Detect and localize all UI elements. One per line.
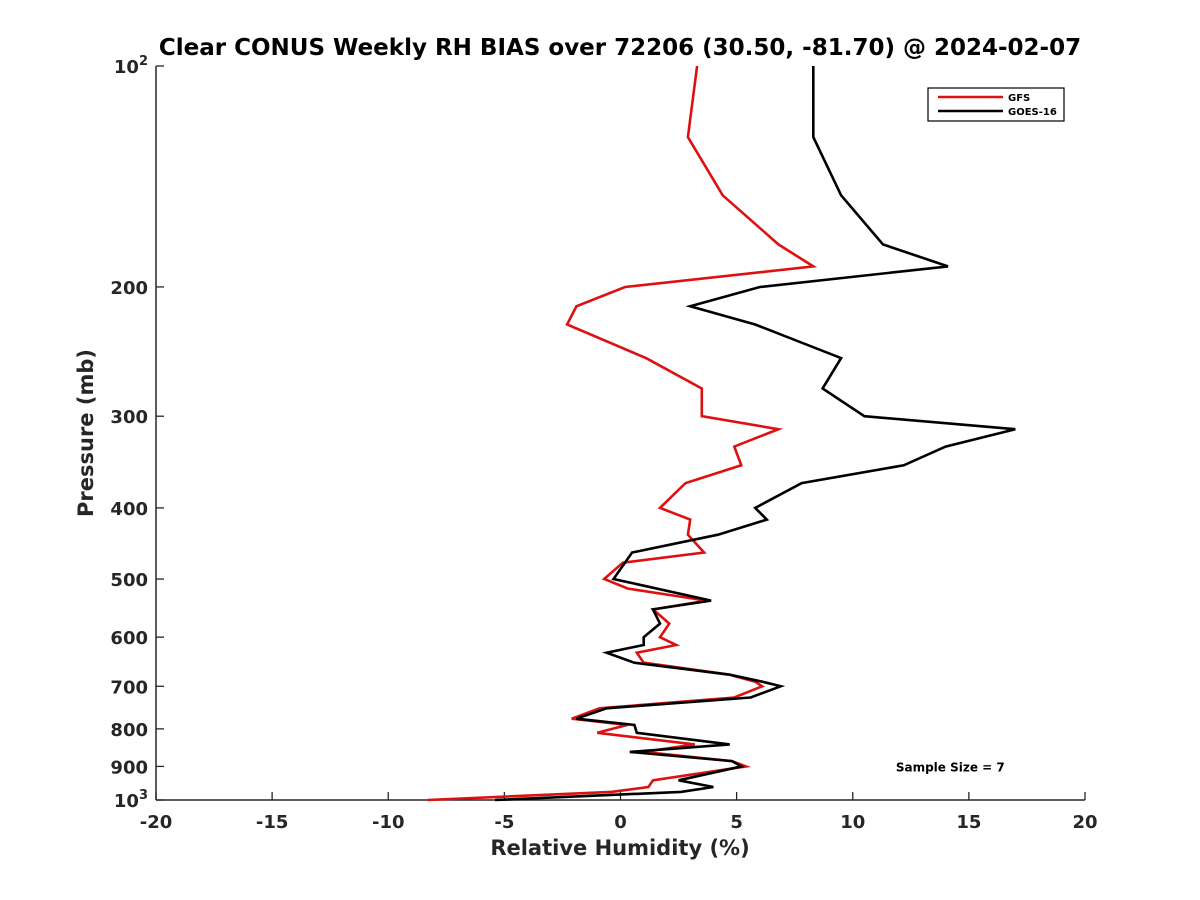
x-tick-label: -5 <box>494 812 514 833</box>
x-tick-label: 10 <box>840 812 865 833</box>
chart-title: Clear CONUS Weekly RH BIAS over 72206 (3… <box>159 35 1081 61</box>
legend-box <box>927 87 1065 122</box>
x-tick-label: -15 <box>256 812 289 833</box>
y-tick-label: 700 <box>110 677 148 698</box>
y-tick-label: 200 <box>110 278 148 299</box>
legend-label: GOES-16 <box>1008 107 1057 118</box>
sample-size-annotation: Sample Size = 7 <box>896 760 1005 774</box>
x-tick-label: 0 <box>614 812 627 833</box>
y-axis-label: Pressure (mb) <box>74 349 98 517</box>
legend: GFS GOES-16 <box>927 87 1065 122</box>
x-tick-label: -10 <box>372 812 405 833</box>
annotations: Sample Size = 7 <box>896 760 1005 774</box>
y-tick-label: 500 <box>110 570 148 591</box>
x-tick-label: 20 <box>1072 812 1097 833</box>
x-tick-label: 15 <box>956 812 981 833</box>
y-tick-label: 900 <box>110 757 148 778</box>
y-tick-label: 300 <box>110 407 148 428</box>
x-tick-label: 5 <box>730 812 743 833</box>
axes: -20 -15 -10 -5 0 5 10 15 20 102 200 300 400 500 600 700… <box>110 54 1097 833</box>
x-tick-label: -20 <box>140 812 173 833</box>
y-tick-label: 600 <box>110 628 148 649</box>
x-axis-label: Relative Humidity (%) <box>490 836 749 860</box>
y-tick-label: 800 <box>110 720 148 741</box>
y-tick-label: 400 <box>110 499 148 520</box>
y-tick-label: 103 <box>114 788 148 812</box>
series-line-goes-16 <box>495 66 1016 802</box>
series-layer <box>427 65 1016 802</box>
y-tick-label: 102 <box>114 54 148 78</box>
legend-label: GFS <box>1008 93 1030 104</box>
